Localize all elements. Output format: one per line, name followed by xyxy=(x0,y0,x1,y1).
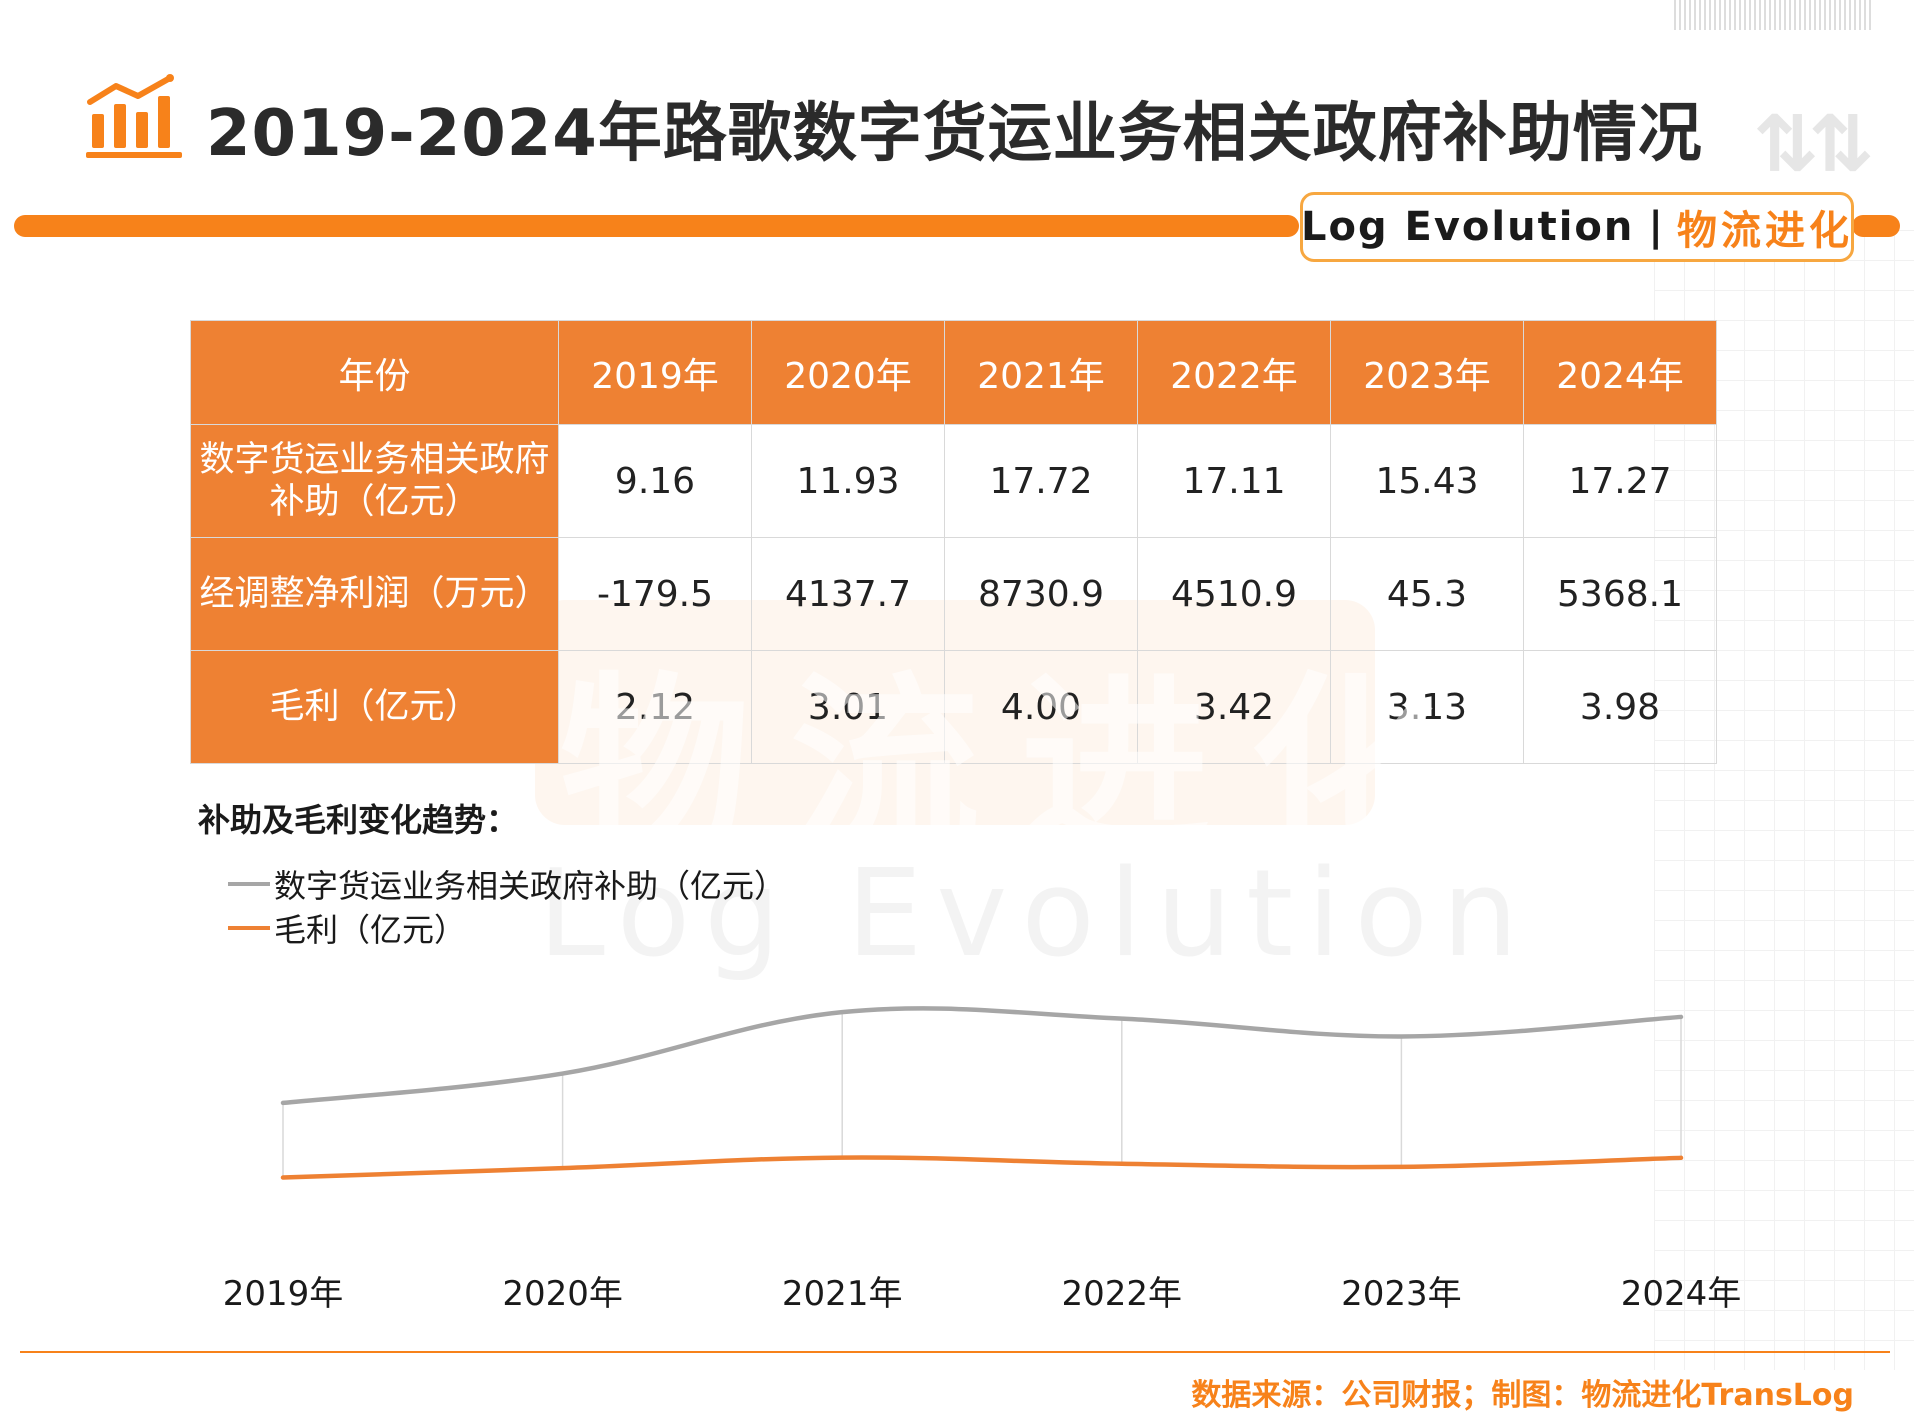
table-header-year: 2023年 xyxy=(1330,320,1524,425)
series-line-subsidy xyxy=(280,1006,1684,1106)
series-line-gross-profit xyxy=(280,1155,1684,1180)
table-cell: 3.98 xyxy=(1523,650,1717,764)
table-cell: 4510.9 xyxy=(1137,537,1331,651)
table-cell: 9.16 xyxy=(558,424,752,538)
brand-separator: | xyxy=(1648,204,1663,250)
table-row-gross-profit: 毛利（亿元） 2.12 3.01 4.00 3.42 3.13 3.98 xyxy=(190,650,1717,764)
data-table: 年份 2019年 2020年 2021年 2022年 2023年 2024年 数… xyxy=(190,320,1717,764)
table-header-year: 2022年 xyxy=(1137,320,1331,425)
x-axis-tick-label: 2023年 xyxy=(1341,1274,1462,1314)
table-header-year: 2021年 xyxy=(944,320,1138,425)
chart-title: 补助及毛利变化趋势： xyxy=(198,801,519,839)
line-chart: 2019年 2020年 2021年 2022年 2023年 2024年 xyxy=(223,1006,1742,1314)
data-point-subsidy xyxy=(1679,1015,1683,1019)
legend-swatch-subsidy xyxy=(228,882,270,886)
data-point-gross-profit xyxy=(1399,1165,1403,1169)
title-underline-bar-end xyxy=(1852,215,1900,237)
data-point-gross-profit xyxy=(1679,1156,1683,1160)
table-cell: 2.12 xyxy=(558,650,752,764)
data-point-gross-profit xyxy=(561,1166,565,1170)
table-cell: 3.42 xyxy=(1137,650,1331,764)
x-axis-tick-label: 2019年 xyxy=(223,1274,344,1314)
data-point-gross-profit xyxy=(1120,1162,1124,1166)
x-axis-tick-label: 2020年 xyxy=(502,1274,623,1314)
row-label-adjusted-net-profit: 经调整净利润（万元） xyxy=(190,537,559,651)
watermark-english: Log Evolution xyxy=(538,845,1532,984)
table-header-year-label: 年份 xyxy=(190,320,559,425)
page-title: 2019-2024年路歌数字货运业务相关政府补助情况 xyxy=(206,97,1703,171)
table-cell: 15.43 xyxy=(1330,424,1524,538)
legend-item-gross-profit: 毛利（亿元） xyxy=(228,906,786,950)
data-point-subsidy xyxy=(840,1010,844,1014)
brand-badge: Log Evolution | 物流进化 xyxy=(1300,192,1854,262)
data-point-gross-profit xyxy=(840,1156,844,1160)
table-header-year: 2020年 xyxy=(751,320,945,425)
data-point-gross-profit xyxy=(281,1176,285,1180)
table-cell: 17.11 xyxy=(1137,424,1331,538)
bar-chart-logo-icon xyxy=(86,74,182,158)
data-point-subsidy xyxy=(561,1072,565,1076)
legend-label-subsidy: 数字货运业务相关政府补助（亿元） xyxy=(274,867,787,905)
brand-chinese: 物流进化 xyxy=(1677,208,1853,254)
table-cell: 11.93 xyxy=(751,424,945,538)
data-point-subsidy xyxy=(1399,1034,1403,1038)
table-cell: 5368.1 xyxy=(1523,537,1717,651)
table-row-adjusted-net-profit: 经调整净利润（万元） -179.5 4137.7 8730.9 4510.9 4… xyxy=(190,537,1717,651)
table-cell: -179.5 xyxy=(558,537,752,651)
watermark-chinese: 物流进化 xyxy=(560,656,1481,877)
x-axis-tick-label: 2024年 xyxy=(1621,1274,1742,1314)
table-cell: 45.3 xyxy=(1330,537,1524,651)
table-header-year: 2024年 xyxy=(1523,320,1717,425)
x-axis-tick-label: 2021年 xyxy=(782,1274,903,1314)
data-source-credit: 数据来源：公司财报；制图：物流进化TransLog xyxy=(1191,1378,1854,1413)
brand-english: Log Evolution xyxy=(1301,204,1635,250)
table-cell: 8730.9 xyxy=(944,537,1138,651)
legend-label-gross-profit: 毛利（亿元） xyxy=(274,911,467,949)
table-cell: 4137.7 xyxy=(751,537,945,651)
legend-swatch-gross-profit xyxy=(228,926,270,930)
data-point-subsidy xyxy=(281,1101,285,1105)
x-axis-tick-label: 2022年 xyxy=(1062,1274,1183,1314)
table-header-year: 2019年 xyxy=(558,320,752,425)
table-cell: 3.13 xyxy=(1330,650,1524,764)
table-header-row: 年份 2019年 2020年 2021年 2022年 2023年 2024年 xyxy=(190,320,1717,425)
footer-divider xyxy=(20,1351,1890,1353)
title-underline-bar xyxy=(14,215,1299,237)
table-cell: 3.01 xyxy=(751,650,945,764)
chart-legend: 数字货运业务相关政府补助（亿元） 毛利（亿元） xyxy=(228,862,786,950)
legend-item-subsidy: 数字货运业务相关政府补助（亿元） xyxy=(228,862,786,906)
table-row-subsidy: 数字货运业务相关政府补助（亿元） 9.16 11.93 17.72 17.11 … xyxy=(190,424,1717,538)
barcode-decoration xyxy=(1674,0,1874,30)
table-cell: 4.00 xyxy=(944,650,1138,764)
data-point-subsidy xyxy=(1120,1017,1124,1021)
table-cell: 17.27 xyxy=(1523,424,1717,538)
corner-arrows-decoration: ⇅⇅ xyxy=(1753,100,1874,190)
row-label-gross-profit: 毛利（亿元） xyxy=(190,650,559,764)
row-label-subsidy: 数字货运业务相关政府补助（亿元） xyxy=(190,424,559,538)
